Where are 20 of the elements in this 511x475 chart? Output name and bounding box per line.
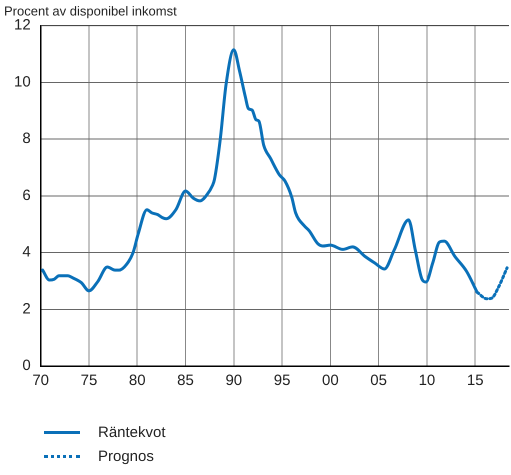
x-tick-label: 75	[80, 372, 98, 390]
x-tick-label: 00	[322, 372, 339, 390]
y-tick-label: 4	[22, 244, 31, 261]
x-tick-label: 85	[177, 372, 194, 390]
y-tick-label: 6	[22, 186, 31, 204]
x-tick-label: 80	[128, 372, 146, 390]
legend-label: Räntekvot	[98, 424, 166, 440]
y-tick-label: 12	[14, 16, 31, 34]
y-tick-label: 2	[22, 300, 31, 318]
x-tick-label: 95	[274, 372, 290, 390]
y-tick-label: 0	[22, 357, 31, 374]
legend-label: Prognos	[98, 448, 154, 464]
y-tick-label: 10	[14, 73, 31, 90]
x-tick-label: 15	[466, 372, 484, 390]
x-tick-label: 90	[225, 372, 242, 390]
x-tick-label: 70	[32, 372, 50, 390]
x-tick-label: 10	[418, 372, 436, 390]
x-tick-label: 05	[370, 372, 387, 390]
y-axis-title: Procent av disponibel inkomst	[4, 3, 178, 18]
y-tick-label: 8	[22, 130, 31, 148]
